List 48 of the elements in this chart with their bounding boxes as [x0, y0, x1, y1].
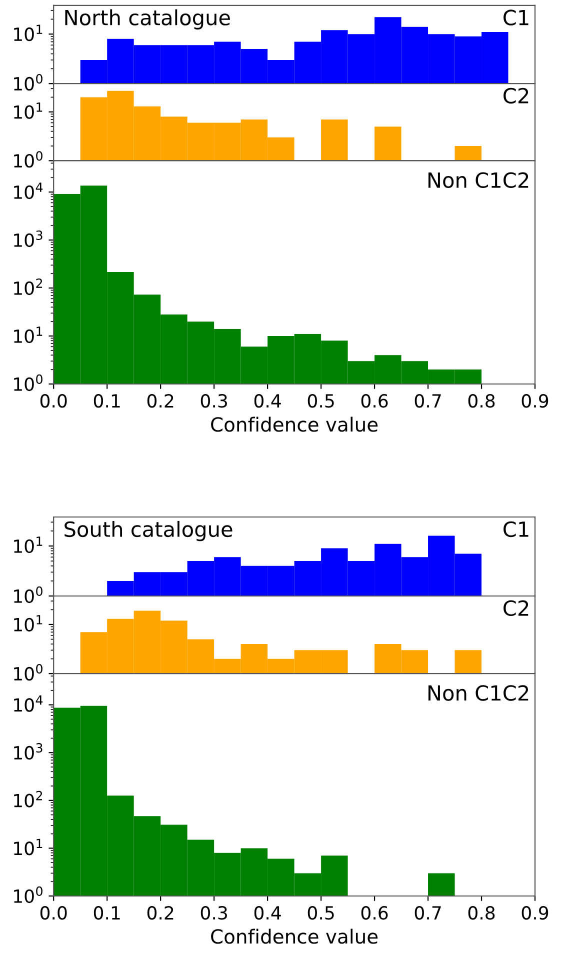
y-tick-label: 10$^{1}$	[14, 102, 42, 119]
annotation: C2	[504, 600, 528, 616]
x-tick-label: 0.8	[468, 906, 495, 920]
x-tick-label: 0.4	[254, 906, 281, 920]
annotation: Non C1C2	[428, 685, 528, 701]
x-tick-label: 0.4	[254, 394, 281, 408]
annotation: C1	[504, 521, 528, 538]
y-tick-label: 10$^{0}$	[14, 374, 42, 391]
x-tick-label: 0.8	[468, 394, 495, 408]
chart-title: South catalogue	[64, 520, 232, 542]
x-tick-label: 0.9	[522, 906, 548, 920]
annotation: C1	[504, 10, 528, 26]
y-tick-label: 10$^{1}$	[14, 838, 42, 856]
y-tick-label: 10$^{1}$	[14, 326, 42, 344]
chart-title: North catalogue	[65, 9, 230, 30]
x-tick-label: 0.5	[308, 394, 334, 408]
x-tick-label: 0.9	[522, 394, 548, 408]
x-tick-label: 0.1	[94, 906, 120, 920]
y-tick-label: 10$^{2}$	[14, 790, 42, 808]
y-tick-label: 10$^{2}$	[14, 278, 42, 295]
x-tick-label: 0.2	[147, 394, 174, 408]
y-tick-label: 10$^{4}$	[14, 182, 43, 200]
x-tick-label: 0.7	[414, 394, 441, 408]
x-tick-label: 0.6	[361, 906, 388, 920]
y-tick-label: 10$^{3}$	[14, 743, 42, 760]
y-tick-label: 10$^{1}$	[14, 615, 42, 632]
x-tick-label: 0.3	[200, 906, 227, 920]
x-axis-title: Confidence value	[211, 416, 378, 432]
x-tick-label: 0.6	[361, 394, 388, 408]
y-tick-label: 10$^{1}$	[14, 24, 42, 42]
x-tick-label: 0.7	[414, 906, 441, 920]
y-tick-label: 10$^{1}$	[14, 536, 42, 553]
y-tick-label: 10$^{4}$	[14, 695, 43, 712]
x-tick-label: 0.3	[200, 394, 227, 408]
y-tick-label: 10$^{0}$	[14, 151, 42, 168]
annotation: C2	[504, 88, 528, 104]
x-tick-label: 0.5	[308, 906, 334, 920]
annotation: Non C1C2	[428, 172, 528, 188]
y-tick-label: 10$^{0}$	[14, 886, 42, 903]
x-axis-title: Confidence value	[211, 928, 378, 944]
y-tick-label: 10$^{3}$	[14, 230, 42, 248]
x-tick-label: 0.0	[40, 394, 67, 408]
y-tick-label: 10$^{0}$	[14, 586, 42, 603]
x-tick-label: 0.2	[147, 906, 174, 920]
y-tick-label: 10$^{0}$	[14, 74, 42, 91]
y-tick-label: 10$^{0}$	[14, 664, 42, 681]
x-tick-label: 0.1	[94, 394, 120, 408]
x-tick-label: 0.0	[40, 906, 67, 920]
